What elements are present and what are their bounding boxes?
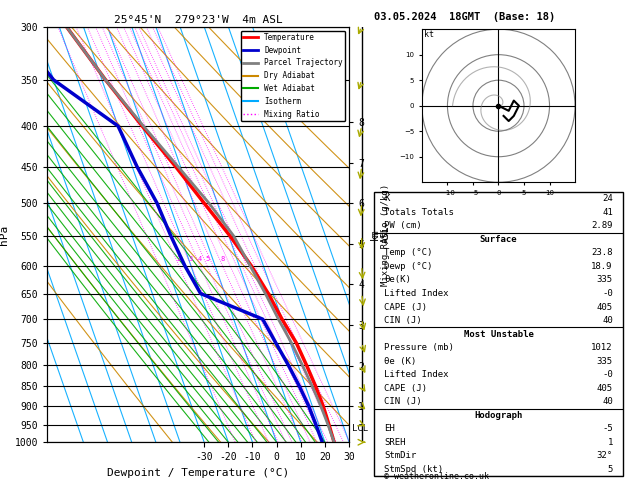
Text: CAPE (J): CAPE (J)	[384, 384, 427, 393]
Text: 5: 5	[205, 256, 209, 262]
Text: Totals Totals: Totals Totals	[384, 208, 454, 217]
Text: Hodograph: Hodograph	[474, 411, 523, 420]
Text: -5: -5	[602, 424, 613, 434]
X-axis label: Dewpoint / Temperature (°C): Dewpoint / Temperature (°C)	[107, 468, 289, 478]
Text: CIN (J): CIN (J)	[384, 398, 422, 406]
Text: Dewp (°C): Dewp (°C)	[384, 262, 433, 271]
Text: Pressure (mb): Pressure (mb)	[384, 343, 454, 352]
Text: 2: 2	[177, 256, 181, 262]
Text: Surface: Surface	[480, 235, 517, 244]
Text: θe(K): θe(K)	[384, 276, 411, 284]
Text: 1012: 1012	[591, 343, 613, 352]
Text: 40: 40	[602, 316, 613, 325]
Text: 405: 405	[597, 384, 613, 393]
Text: 18.9: 18.9	[591, 262, 613, 271]
Text: Lifted Index: Lifted Index	[384, 289, 448, 298]
Text: 5: 5	[608, 465, 613, 474]
Text: Lifted Index: Lifted Index	[384, 370, 448, 379]
Text: 03.05.2024  18GMT  (Base: 18): 03.05.2024 18GMT (Base: 18)	[374, 12, 555, 22]
Text: 4: 4	[198, 256, 202, 262]
Text: SREH: SREH	[384, 438, 406, 447]
Text: 335: 335	[597, 357, 613, 365]
Text: 1: 1	[608, 438, 613, 447]
Text: © weatheronline.co.uk: © weatheronline.co.uk	[384, 472, 489, 481]
Text: Temp (°C): Temp (°C)	[384, 248, 433, 258]
Text: StmDir: StmDir	[384, 451, 416, 460]
Text: 2.89: 2.89	[591, 221, 613, 230]
Text: CAPE (J): CAPE (J)	[384, 303, 427, 312]
Text: 335: 335	[597, 276, 613, 284]
Text: 23.8: 23.8	[591, 248, 613, 258]
Text: 8: 8	[220, 256, 225, 262]
Text: kt: kt	[425, 30, 435, 39]
Legend: Temperature, Dewpoint, Parcel Trajectory, Dry Adiabat, Wet Adiabat, Isotherm, Mi: Temperature, Dewpoint, Parcel Trajectory…	[241, 31, 345, 121]
Title: 25°45'N  279°23'W  4m ASL: 25°45'N 279°23'W 4m ASL	[114, 15, 282, 25]
Text: 24: 24	[602, 194, 613, 203]
Y-axis label: km
ASL: km ASL	[370, 226, 391, 243]
Text: 3: 3	[189, 256, 193, 262]
Text: 405: 405	[597, 303, 613, 312]
Y-axis label: hPa: hPa	[0, 225, 9, 244]
Text: -0: -0	[602, 370, 613, 379]
Text: PW (cm): PW (cm)	[384, 221, 422, 230]
Text: Most Unstable: Most Unstable	[464, 330, 533, 339]
Text: 40: 40	[602, 398, 613, 406]
Text: -0: -0	[602, 289, 613, 298]
Text: Mixing Ratio (g/kg): Mixing Ratio (g/kg)	[381, 183, 390, 286]
Text: 41: 41	[602, 208, 613, 217]
Text: CIN (J): CIN (J)	[384, 316, 422, 325]
Text: K: K	[384, 194, 389, 203]
Text: 32°: 32°	[597, 451, 613, 460]
Text: StmSpd (kt): StmSpd (kt)	[384, 465, 443, 474]
Text: EH: EH	[384, 424, 395, 434]
Text: LCL: LCL	[352, 424, 368, 433]
Text: θe (K): θe (K)	[384, 357, 416, 365]
